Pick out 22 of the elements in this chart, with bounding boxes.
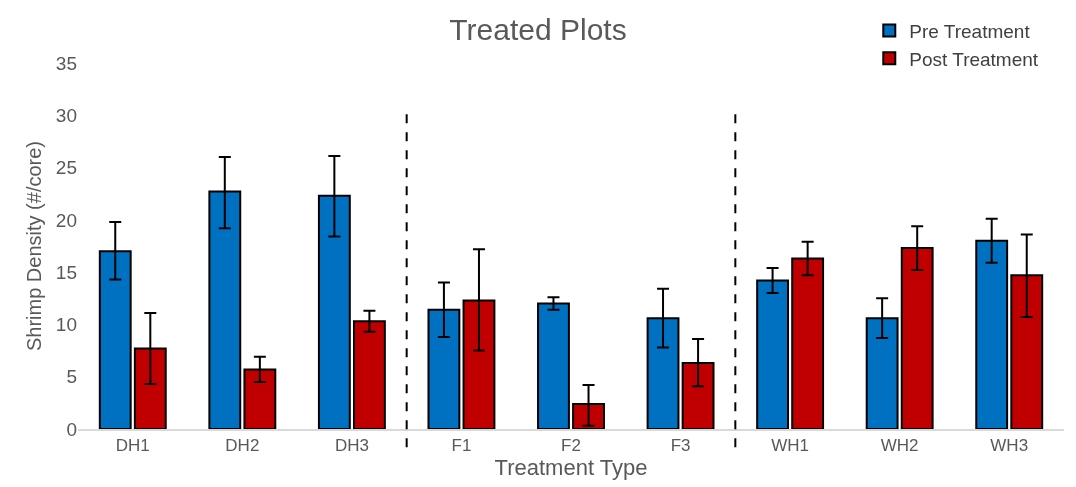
- x-tick-label: WH3: [990, 436, 1029, 456]
- x-tick-label: WH2: [880, 436, 919, 456]
- x-axis-title: Treatment Type: [494, 455, 648, 481]
- x-tick-label: F2: [561, 436, 581, 456]
- y-tick-label: 30: [55, 104, 77, 126]
- legend-label: Post Treatment: [909, 48, 1039, 70]
- x-tick-label: DH1: [115, 436, 150, 456]
- x-tick-label: DH2: [225, 436, 260, 456]
- y-axis-title: Shrimp Density (#/core): [23, 140, 46, 352]
- x-tick-label: DH3: [334, 436, 369, 456]
- y-tick-label: 0: [66, 418, 77, 440]
- y-tick-label: 35: [55, 52, 77, 74]
- y-tick-label: 10: [55, 314, 77, 336]
- y-tick-label: 15: [55, 261, 77, 283]
- x-tick-label: WH1: [771, 436, 809, 456]
- chart-title: Treated Plots: [449, 13, 627, 47]
- y-tick-label: 20: [55, 209, 77, 231]
- y-tick-label: 25: [55, 157, 77, 179]
- x-tick-label: F3: [670, 436, 691, 456]
- x-tick-label: F1: [451, 436, 472, 456]
- legend-label: Pre Treatment: [909, 21, 1031, 43]
- y-tick-label: 5: [66, 366, 77, 388]
